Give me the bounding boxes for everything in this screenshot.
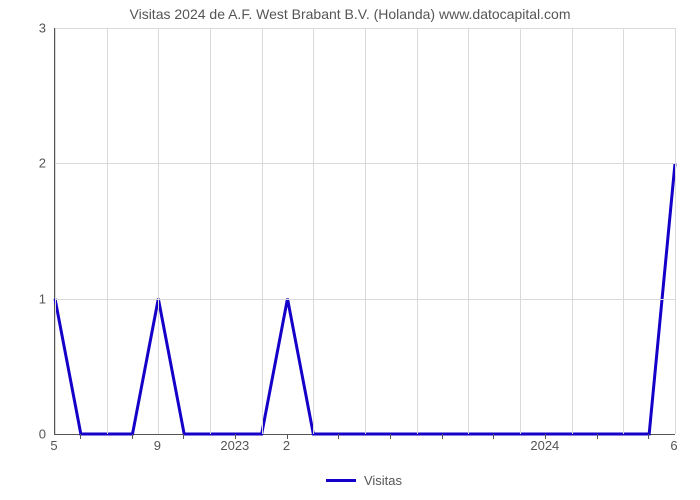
x-tick-label: 9 xyxy=(154,438,161,453)
x-minor-tick xyxy=(80,434,81,439)
x-minor-tick xyxy=(442,434,443,439)
grid-line-vertical xyxy=(365,28,366,434)
x-minor-tick xyxy=(648,434,649,439)
grid-line-vertical xyxy=(468,28,469,434)
plot-area xyxy=(54,28,675,435)
legend-label: Visitas xyxy=(364,473,402,488)
chart-title: Visitas 2024 de A.F. West Brabant B.V. (… xyxy=(0,6,700,22)
legend-swatch xyxy=(326,479,356,482)
legend: Visitas xyxy=(54,468,674,492)
grid-line-vertical xyxy=(55,28,56,434)
y-tick-label: 0 xyxy=(39,427,46,442)
x-minor-tick xyxy=(597,434,598,439)
x-minor-tick xyxy=(493,434,494,439)
grid-line-vertical xyxy=(210,28,211,434)
grid-line-vertical xyxy=(520,28,521,434)
y-tick-label: 1 xyxy=(39,291,46,306)
grid-line-vertical xyxy=(572,28,573,434)
x-minor-tick xyxy=(390,434,391,439)
x-tick-label: 5 xyxy=(50,438,57,453)
grid-line-vertical xyxy=(313,28,314,434)
grid-line-vertical xyxy=(417,28,418,434)
chart-container: Visitas 2024 de A.F. West Brabant B.V. (… xyxy=(0,0,700,500)
y-tick-label: 3 xyxy=(39,21,46,36)
grid-line-vertical xyxy=(623,28,624,434)
grid-line-vertical xyxy=(107,28,108,434)
grid-line-vertical xyxy=(675,28,676,434)
x-tick-label: 2023 xyxy=(220,438,249,453)
x-tick-label: 6 xyxy=(670,438,677,453)
x-minor-tick xyxy=(132,434,133,439)
x-minor-tick xyxy=(183,434,184,439)
grid-line-vertical xyxy=(262,28,263,434)
x-minor-tick xyxy=(338,434,339,439)
grid-line-vertical xyxy=(158,28,159,434)
y-tick-label: 2 xyxy=(39,156,46,171)
x-tick-label: 2 xyxy=(283,438,290,453)
x-tick-label: 2024 xyxy=(530,438,559,453)
